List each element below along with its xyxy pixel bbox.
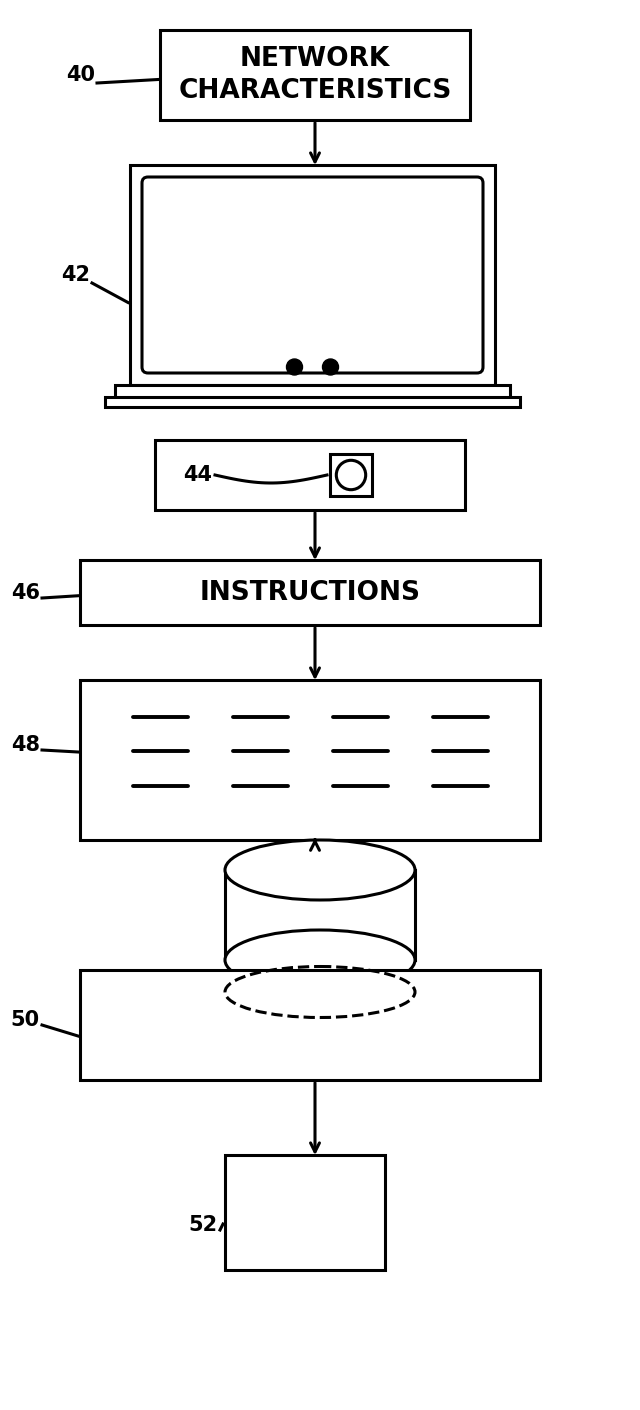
Bar: [130, 165, 495, 385]
FancyBboxPatch shape: [142, 178, 483, 374]
Text: 40: 40: [66, 65, 95, 85]
Text: 44: 44: [183, 465, 212, 485]
Text: 52: 52: [189, 1215, 218, 1235]
Text: 46: 46: [11, 582, 40, 603]
Bar: [105, 398, 520, 407]
Text: 48: 48: [11, 735, 40, 754]
Circle shape: [287, 360, 303, 375]
Bar: [115, 385, 510, 399]
Bar: [155, 440, 465, 510]
Bar: [330, 454, 372, 496]
Text: 42: 42: [61, 265, 90, 285]
Circle shape: [323, 360, 339, 375]
Text: INSTRUCTIONS: INSTRUCTIONS: [200, 580, 420, 605]
Bar: [225, 1155, 385, 1270]
Text: 50: 50: [11, 1010, 40, 1029]
Bar: [160, 30, 470, 120]
Bar: [80, 560, 540, 625]
Bar: [80, 680, 540, 840]
Text: NETWORK
CHARACTERISTICS: NETWORK CHARACTERISTICS: [179, 47, 452, 104]
Ellipse shape: [225, 931, 415, 990]
Ellipse shape: [225, 840, 415, 900]
Bar: [80, 970, 540, 1080]
